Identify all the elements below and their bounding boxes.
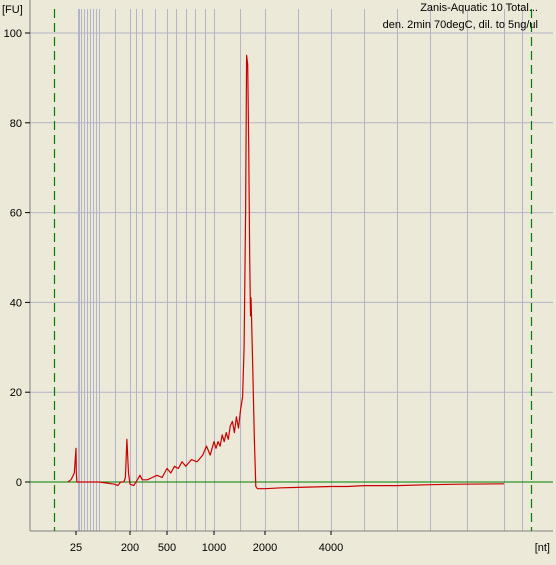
y-axis-label: [FU] [2, 4, 23, 16]
y-axis-ticks: 0 20 40 60 80 100 [4, 28, 30, 489]
y-tick-label: 0 [16, 477, 22, 489]
x-tick-label: 500 [158, 542, 176, 554]
x-axis-label: [nt] [535, 542, 550, 554]
chart-title: Zanis-Aquatic 10 Total... [420, 2, 538, 14]
ladder-markers [53, 9, 533, 531]
y-tick-label: 20 [10, 387, 22, 399]
x-axis-ticks: 25 200 500 1000 2000 4000 [70, 531, 343, 554]
chart-subtitle: den. 2min 70degC, dil. to 5ng/ul [383, 19, 538, 31]
x-tick-label: 2000 [253, 542, 277, 554]
grid [30, 9, 553, 531]
x-tick-label: 25 [70, 542, 82, 554]
series [67, 54, 505, 490]
y-tick-label: 100 [4, 28, 22, 40]
y-tick-label: 60 [10, 208, 22, 220]
y-tick-label: 80 [10, 118, 22, 130]
x-tick-label: 4000 [319, 542, 343, 554]
x-tick-label: 1000 [202, 542, 226, 554]
x-tick-label: 200 [121, 542, 139, 554]
y-tick-label: 40 [10, 297, 22, 309]
series-line [67, 54, 505, 490]
